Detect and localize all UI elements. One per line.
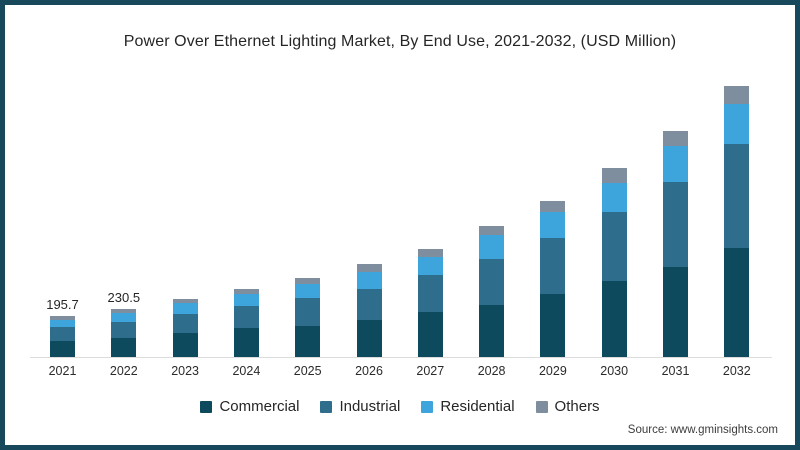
legend-swatch-others (535, 400, 548, 413)
x-axis-label-2032: 2032 (722, 364, 751, 378)
bar-segment-commercial-2021[interactable] (50, 341, 75, 357)
bar-segment-commercial-2028[interactable] (479, 305, 505, 357)
bar-segment-others-2030[interactable] (601, 168, 627, 183)
bar-segment-commercial-2023[interactable] (172, 333, 198, 357)
bar-segment-residential-2032[interactable] (724, 104, 750, 145)
x-axis-label-2025: 2025 (293, 364, 322, 378)
source-attribution: Source: www.gminsights.com (627, 424, 778, 436)
bar-segment-commercial-2025[interactable] (295, 325, 321, 357)
x-axis-label-2026: 2026 (355, 364, 383, 378)
x-axis-label-2031: 2031 (661, 364, 690, 378)
bar-segment-industrial-2025[interactable] (295, 297, 321, 326)
bar-segment-industrial-2029[interactable] (540, 237, 566, 295)
value-label-2021: 195.7 (46, 297, 79, 312)
bar-segment-industrial-2021[interactable] (50, 326, 75, 342)
bar-segment-others-2028[interactable] (479, 225, 505, 236)
bar-segment-commercial-2022[interactable] (111, 338, 137, 357)
bar-segment-industrial-2027[interactable] (417, 274, 443, 313)
bar-segment-industrial-2022[interactable] (111, 322, 137, 339)
bar-segment-others-2022[interactable] (111, 308, 137, 313)
bar-segment-commercial-2030[interactable] (601, 281, 627, 357)
bar-segment-industrial-2028[interactable] (479, 258, 505, 306)
x-axis-label-2024: 2024 (232, 364, 261, 378)
bar-segment-others-2029[interactable] (540, 201, 566, 213)
legend-item-commercial[interactable]: Commercial (200, 398, 299, 415)
bar-segment-commercial-2026[interactable] (356, 320, 382, 357)
bar-segment-industrial-2032[interactable] (724, 144, 750, 249)
bar-segment-others-2032[interactable] (724, 85, 750, 105)
bar-segment-residential-2024[interactable] (233, 293, 259, 307)
bar-segment-others-2023[interactable] (172, 298, 198, 304)
bar-segment-others-2031[interactable] (663, 130, 688, 146)
bar-segment-commercial-2027[interactable] (417, 312, 443, 357)
legend-swatch-industrial (320, 400, 333, 413)
bar-segment-residential-2023[interactable] (172, 303, 198, 315)
bar-segment-commercial-2029[interactable] (540, 294, 566, 357)
bar-segment-others-2021[interactable] (50, 316, 75, 320)
bar-segment-commercial-2024[interactable] (233, 328, 259, 357)
legend: Commercial Industrial Residential Others (0, 398, 800, 415)
x-axis-label-2029: 2029 (538, 364, 567, 378)
bar-segment-others-2024[interactable] (233, 288, 259, 294)
legend-label-residential: Residential (440, 398, 515, 415)
x-axis-label-2023: 2023 (171, 364, 199, 378)
legend-label-commercial: Commercial (219, 398, 300, 415)
x-axis-label-2028: 2028 (477, 364, 506, 378)
legend-item-others[interactable]: Others (535, 398, 600, 415)
bar-segment-industrial-2026[interactable] (356, 289, 382, 321)
bar-segment-industrial-2031[interactable] (663, 181, 688, 267)
x-axis-line (30, 357, 772, 358)
bar-segment-others-2027[interactable] (417, 248, 443, 258)
bar-segment-commercial-2032[interactable] (724, 248, 750, 357)
legend-swatch-residential (421, 400, 434, 413)
bar-segment-residential-2031[interactable] (663, 145, 688, 182)
bar-segment-residential-2029[interactable] (540, 212, 566, 238)
x-axis-label-2027: 2027 (416, 364, 445, 378)
bar-segment-industrial-2023[interactable] (172, 314, 198, 334)
chart-title: Power Over Ethernet Lighting Market, By … (123, 33, 677, 50)
legend-label-others: Others (554, 398, 600, 415)
bar-segment-residential-2027[interactable] (417, 257, 443, 275)
x-axis-label-2030: 2030 (600, 364, 629, 378)
bar-segment-industrial-2024[interactable] (233, 306, 259, 329)
bar-segment-residential-2021[interactable] (50, 319, 75, 327)
bar-segment-residential-2030[interactable] (601, 182, 627, 213)
bar-segment-residential-2026[interactable] (356, 272, 382, 290)
value-label-2022: 230.5 (107, 289, 141, 305)
bar-segment-commercial-2031[interactable] (663, 266, 688, 357)
legend-swatch-commercial (200, 400, 213, 413)
bar-segment-residential-2028[interactable] (479, 235, 505, 259)
x-axis-label-2022: 2022 (109, 364, 138, 378)
bar-segment-residential-2022[interactable] (111, 313, 137, 323)
bar-segment-residential-2025[interactable] (295, 284, 321, 298)
bar-segment-industrial-2030[interactable] (601, 212, 627, 282)
x-axis-label-2021: 2021 (48, 364, 77, 378)
legend-label-industrial: Industrial (339, 398, 401, 415)
bar-segment-others-2026[interactable] (356, 263, 382, 273)
legend-item-industrial[interactable]: Industrial (320, 398, 400, 415)
bar-segment-others-2025[interactable] (295, 277, 321, 285)
legend-item-residential[interactable]: Residential (421, 398, 515, 415)
